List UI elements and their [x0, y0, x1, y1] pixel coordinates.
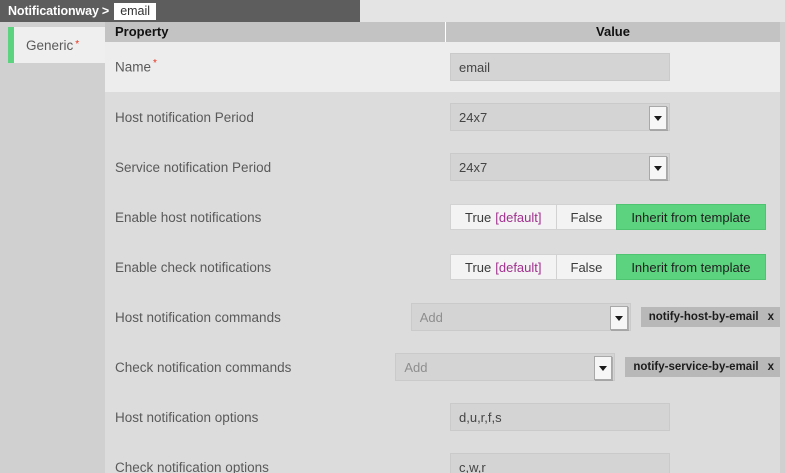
column-header-property: Property	[115, 24, 169, 39]
enable-check-notifications-buttongroup: True [default] False Inherit from templa…	[450, 254, 766, 280]
table-row: Host notification commands Add notify-ho…	[105, 292, 780, 342]
option-label: False	[570, 209, 603, 225]
required-marker-icon: *	[153, 58, 157, 70]
property-label-cell: Enable host notifications	[105, 210, 445, 225]
breadcrumb-current: email	[114, 2, 157, 20]
breadcrumb-root[interactable]: Notificationway	[8, 4, 99, 18]
property-label: Host notification options	[115, 409, 259, 425]
property-label: Check notification options	[115, 459, 269, 473]
table-row: Enable check notifications True [default…	[105, 242, 780, 292]
option-true-button[interactable]: True [default]	[450, 204, 556, 230]
option-inherit-button[interactable]: Inherit from template	[616, 254, 766, 280]
option-label: True	[465, 209, 492, 225]
close-icon[interactable]: x	[767, 361, 774, 373]
table-row: Check notification options	[105, 442, 780, 473]
value-cell: True [default] False Inherit from templa…	[445, 204, 780, 230]
property-label: Enable check notifications	[115, 259, 272, 275]
chevron-down-icon[interactable]	[649, 106, 667, 130]
value-cell	[445, 453, 780, 473]
property-label-cell: Name *	[105, 59, 445, 75]
right-gutter	[780, 22, 785, 473]
value-cell: Add notify-service-by-email x	[390, 353, 780, 381]
value-cell	[445, 53, 780, 81]
host-notification-commands-select[interactable]: Add	[410, 303, 631, 331]
property-label: Name	[115, 59, 152, 75]
breadcrumb: Notificationway > email	[0, 0, 360, 22]
property-label-cell: Host notification options	[105, 410, 445, 425]
chevron-down-icon[interactable]	[649, 156, 667, 180]
table-row: Host notification Period 24x7	[105, 92, 780, 142]
table-row: Host notification options	[105, 392, 780, 442]
sidebar-item-label: Generic	[26, 37, 74, 53]
table-row: Name *	[105, 42, 780, 92]
property-label-cell: Check notification commands	[105, 360, 390, 375]
property-label-cell: Host notification commands	[105, 310, 406, 325]
table-header-row: Property Value	[105, 22, 780, 42]
enable-host-notifications-buttongroup: True [default] False Inherit from templa…	[450, 204, 766, 230]
name-input[interactable]	[450, 53, 670, 81]
select-value: 24x7	[459, 109, 488, 125]
property-table: Property Value Name* Host notification P…	[105, 22, 780, 473]
option-true-button[interactable]: True [default]	[450, 254, 556, 280]
option-false-button[interactable]: False	[555, 204, 617, 230]
property-label-cell: Enable check notifications	[105, 260, 445, 275]
value-cell: 24x7	[445, 103, 780, 131]
chip-notify-service-by-email[interactable]: notify-service-by-email x	[625, 357, 780, 377]
check-notification-options-input[interactable]	[450, 453, 670, 473]
sidebar: Generic *	[0, 22, 105, 473]
select-value: 24x7	[459, 159, 488, 175]
chevron-down-icon[interactable]	[594, 356, 613, 380]
option-inherit-button[interactable]: Inherit from template	[616, 204, 766, 230]
property-label: Service notification Period	[115, 159, 272, 175]
close-icon[interactable]: x	[767, 311, 774, 323]
property-label-cell: Service notification Period	[105, 160, 445, 175]
property-label-cell: Host notification Period	[105, 110, 445, 125]
property-label: Host notification Period	[115, 109, 254, 125]
default-tag: [default]	[495, 259, 542, 275]
table-row: Enable host notifications True [default]…	[105, 192, 780, 242]
required-marker-icon: *	[75, 39, 80, 50]
select-value: Add	[419, 309, 443, 325]
value-cell	[445, 403, 780, 431]
table-row: Check notification commands Add notify-s…	[105, 342, 780, 392]
option-label: Inherit from template	[631, 259, 751, 275]
property-label: Check notification commands	[115, 359, 292, 375]
option-label: Inherit from template	[631, 209, 751, 225]
host-notification-options-input[interactable]	[450, 403, 670, 431]
select-value: Add	[404, 359, 428, 375]
sidebar-item-generic[interactable]: Generic *	[8, 27, 105, 63]
service-notification-period-select[interactable]: 24x7	[450, 153, 670, 181]
table-row: Service notification Period 24x7	[105, 142, 780, 192]
option-label: False	[570, 259, 603, 275]
property-label-cell: Check notification options	[105, 460, 445, 473]
value-cell: 24x7	[445, 153, 780, 181]
value-cell: True [default] False Inherit from templa…	[445, 254, 780, 280]
property-label: Host notification commands	[115, 309, 281, 325]
chip-label: notify-service-by-email	[633, 361, 759, 373]
host-notification-period-select[interactable]: 24x7	[450, 103, 670, 131]
chip-label: notify-host-by-email	[648, 311, 759, 323]
option-label: True	[465, 259, 492, 275]
value-cell: Add notify-host-by-email x	[406, 303, 780, 331]
check-notification-commands-select[interactable]: Add	[395, 353, 616, 381]
property-label: Enable host notifications	[115, 209, 262, 225]
breadcrumb-separator: >	[101, 4, 110, 18]
active-tab-accent-bar	[8, 27, 14, 63]
chevron-down-icon[interactable]	[609, 306, 628, 330]
option-false-button[interactable]: False	[555, 254, 617, 280]
chip-notify-host-by-email[interactable]: notify-host-by-email x	[640, 307, 780, 327]
column-header-value: Value	[445, 22, 780, 42]
default-tag: [default]	[495, 209, 542, 225]
